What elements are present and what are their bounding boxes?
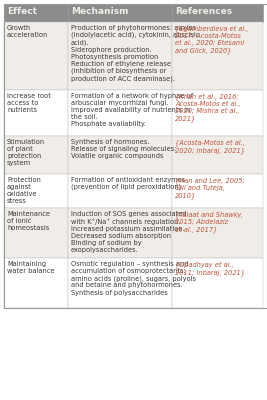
Text: Formation of antioxidant enzymes
(prevention of lipid peroxidation).: Formation of antioxidant enzymes (preven… <box>71 177 185 190</box>
Text: {Khan et al., 2016;
Acosta-Motos et al.,
2020; Mishra et al.,
2021}: {Khan et al., 2016; Acosta-Motos et al.,… <box>175 93 241 122</box>
Bar <box>68 90 172 136</box>
Text: Formation of a network of hyphae of
arbuscular mycorrhizal fungi.
Improved avail: Formation of a network of hyphae of arbu… <box>71 93 193 127</box>
Bar <box>68 136 172 174</box>
Bar <box>68 258 172 308</box>
Text: Stimulation
of plant
protection
system: Stimulation of plant protection system <box>7 139 45 166</box>
Text: {Acosta-Motos et al.,
2020; Inbaraj, 2021}: {Acosta-Motos et al., 2020; Inbaraj, 202… <box>175 139 245 154</box>
Bar <box>172 258 263 308</box>
Bar <box>172 208 263 258</box>
Text: Effect: Effect <box>7 7 37 16</box>
Bar <box>68 4 172 22</box>
Text: References: References <box>175 7 232 16</box>
Bar <box>172 136 263 174</box>
Bar <box>4 258 68 308</box>
Bar <box>68 22 172 90</box>
Bar <box>172 174 263 208</box>
Bar <box>4 208 68 258</box>
Bar <box>172 90 263 136</box>
Bar <box>68 208 172 258</box>
Text: {Upadhyay et al.,
2011; Inbaraj, 2021}: {Upadhyay et al., 2011; Inbaraj, 2021} <box>175 261 245 276</box>
Bar <box>4 174 68 208</box>
Bar <box>172 4 263 22</box>
Bar <box>4 4 267 308</box>
Text: Growth
acceleration: Growth acceleration <box>7 25 48 38</box>
Text: Maintaining
water balance: Maintaining water balance <box>7 261 54 274</box>
Bar <box>4 136 68 174</box>
Bar <box>68 174 172 208</box>
Text: Mechanism: Mechanism <box>71 7 128 16</box>
Text: {Egamberdieva et al.,
2017; Acosta-Motos
et al., 2020; Etesami
and Glick, 2020}: {Egamberdieva et al., 2017; Acosta-Motos… <box>175 25 249 54</box>
Bar <box>4 4 68 22</box>
Bar <box>172 22 263 90</box>
Text: {Talaat and Shawky,
2015; Abdelaziz
et al., 2017}: {Talaat and Shawky, 2015; Abdelaziz et a… <box>175 211 243 233</box>
Text: Production of phytohormones: auxins
(indolylacetic acid), cytokinin, abscisic
ac: Production of phytohormones: auxins (ind… <box>71 25 199 82</box>
Text: {Han and Lee, 2005;
Gill and Tuteja,
2010}: {Han and Lee, 2005; Gill and Tuteja, 201… <box>175 177 245 199</box>
Bar <box>4 90 68 136</box>
Text: Osmotic regulation – synthesis and
accumulation of osmoprotectants:
amino acids : Osmotic regulation – synthesis and accum… <box>71 261 196 296</box>
Text: Protection
against
oxidative
stress: Protection against oxidative stress <box>7 177 41 204</box>
Text: Maintenance
of ionic
homeostasis: Maintenance of ionic homeostasis <box>7 211 50 231</box>
Text: Increase root
access to
nutrients: Increase root access to nutrients <box>7 93 51 113</box>
Text: Synthesis of hormones.
Release of signaling molecules:
Volatile organic compound: Synthesis of hormones. Release of signal… <box>71 139 176 159</box>
Bar <box>4 22 68 90</box>
Text: Induction of SOS genes associated
with K⁺/Na⁺ channels regulation.
Increased pot: Induction of SOS genes associated with K… <box>71 211 187 253</box>
